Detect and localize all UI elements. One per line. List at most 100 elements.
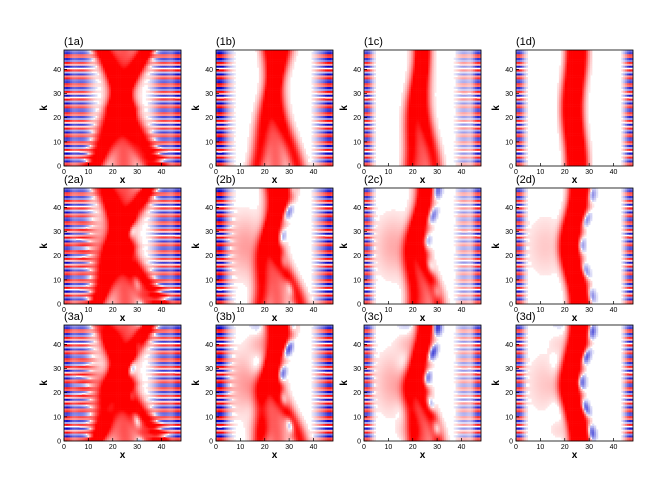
heatmap-cell bbox=[70, 81, 72, 83]
heatmap-cell bbox=[156, 122, 158, 124]
heatmap-cell bbox=[152, 62, 154, 64]
heatmap-cell bbox=[275, 151, 277, 153]
heatmap-cell bbox=[259, 158, 261, 160]
heatmap-cell bbox=[163, 54, 165, 56]
heatmap-cell bbox=[234, 156, 236, 158]
heatmap-cell bbox=[76, 145, 78, 147]
heatmap-cell bbox=[171, 143, 173, 145]
heatmap-cell bbox=[80, 83, 82, 85]
heatmap-cell bbox=[140, 160, 142, 162]
heatmap-cell bbox=[158, 75, 160, 77]
heatmap-cell bbox=[132, 145, 134, 147]
heatmap-cell bbox=[173, 152, 175, 154]
heatmap-cell bbox=[312, 156, 314, 158]
heatmap-cell bbox=[263, 149, 265, 151]
heatmap-cell bbox=[105, 149, 107, 151]
heatmap-cell bbox=[255, 139, 257, 141]
heatmap-cell bbox=[148, 91, 150, 93]
heatmap-cell bbox=[119, 89, 121, 91]
heatmap-cell bbox=[247, 149, 249, 151]
heatmap-cell bbox=[72, 77, 74, 79]
heatmap-cell bbox=[117, 87, 119, 89]
heatmap-cell bbox=[165, 58, 167, 60]
heatmap-cell bbox=[123, 81, 125, 83]
heatmap-cell bbox=[132, 96, 134, 98]
heatmap-cell bbox=[150, 69, 152, 71]
heatmap-cell bbox=[245, 154, 247, 156]
heatmap-cell bbox=[171, 79, 173, 81]
heatmap-cell bbox=[142, 62, 144, 64]
heatmap-cell bbox=[226, 154, 228, 156]
heatmap-cell bbox=[123, 83, 125, 85]
heatmap-cell bbox=[66, 65, 68, 67]
heatmap-cell bbox=[165, 69, 167, 71]
heatmap-cell bbox=[126, 149, 128, 151]
heatmap-cell bbox=[134, 139, 136, 141]
heatmap-cell bbox=[142, 154, 144, 156]
heatmap-cell bbox=[173, 123, 175, 125]
heatmap-cell bbox=[173, 125, 175, 127]
heatmap-cell bbox=[173, 102, 175, 104]
heatmap-cell bbox=[78, 162, 80, 164]
heatmap-cell bbox=[128, 58, 130, 60]
heatmap-cell bbox=[271, 152, 273, 154]
heatmap-cell bbox=[89, 65, 91, 67]
heatmap-cell bbox=[109, 60, 111, 62]
heatmap-cell bbox=[117, 125, 119, 127]
heatmap-cell bbox=[146, 77, 148, 79]
heatmap-cell bbox=[91, 79, 93, 81]
heatmap-cell bbox=[84, 154, 86, 156]
heatmap-cell bbox=[105, 54, 107, 56]
heatmap-cell bbox=[263, 139, 265, 141]
heatmap-cell bbox=[105, 158, 107, 160]
heatmap-cell bbox=[167, 149, 169, 151]
heatmap-cell bbox=[124, 83, 126, 85]
heatmap-cell bbox=[148, 75, 150, 77]
heatmap-cell bbox=[142, 110, 144, 112]
heatmap-cell bbox=[142, 83, 144, 85]
heatmap-cell bbox=[97, 137, 99, 139]
x-tick-label: 10 bbox=[84, 169, 92, 176]
heatmap-cell bbox=[117, 81, 119, 83]
heatmap-cell bbox=[119, 106, 121, 108]
heatmap-cell bbox=[175, 93, 177, 95]
heatmap-cell bbox=[267, 162, 269, 164]
heatmap-cell bbox=[165, 100, 167, 102]
heatmap-cell bbox=[156, 162, 158, 164]
heatmap-cell bbox=[140, 108, 142, 110]
heatmap-cell bbox=[130, 106, 132, 108]
heatmap-cell bbox=[84, 160, 86, 162]
heatmap-cell bbox=[327, 162, 329, 164]
heatmap-cell bbox=[323, 152, 325, 154]
heatmap-cell bbox=[66, 162, 68, 164]
heatmap-cell bbox=[142, 131, 144, 133]
heatmap-cell bbox=[154, 64, 156, 66]
heatmap-cell bbox=[115, 110, 117, 112]
heatmap-cell bbox=[323, 143, 325, 145]
heatmap-cell bbox=[113, 123, 115, 125]
heatmap-cell bbox=[158, 104, 160, 106]
heatmap-cell bbox=[144, 65, 146, 67]
heatmap-cell bbox=[152, 125, 154, 127]
heatmap-cell bbox=[128, 156, 130, 158]
heatmap-cell bbox=[130, 147, 132, 149]
heatmap-cell bbox=[132, 91, 134, 93]
heatmap-cell bbox=[82, 79, 84, 81]
heatmap-cell bbox=[109, 158, 111, 160]
heatmap-cell bbox=[103, 154, 105, 156]
heatmap-cell bbox=[84, 129, 86, 131]
heatmap-cell bbox=[288, 141, 290, 143]
heatmap-cell bbox=[292, 152, 294, 154]
heatmap-cell bbox=[103, 118, 105, 120]
heatmap-cell bbox=[224, 154, 226, 156]
heatmap-cell bbox=[230, 156, 232, 158]
heatmap-cell bbox=[126, 81, 128, 83]
heatmap-cell bbox=[123, 147, 125, 149]
heatmap-cell bbox=[140, 125, 142, 127]
heatmap-cell bbox=[296, 147, 298, 149]
heatmap-cell bbox=[138, 52, 140, 54]
heatmap-cell bbox=[105, 131, 107, 133]
heatmap-cell bbox=[117, 67, 119, 69]
heatmap-cell bbox=[148, 120, 150, 122]
heatmap-cell bbox=[99, 67, 101, 69]
